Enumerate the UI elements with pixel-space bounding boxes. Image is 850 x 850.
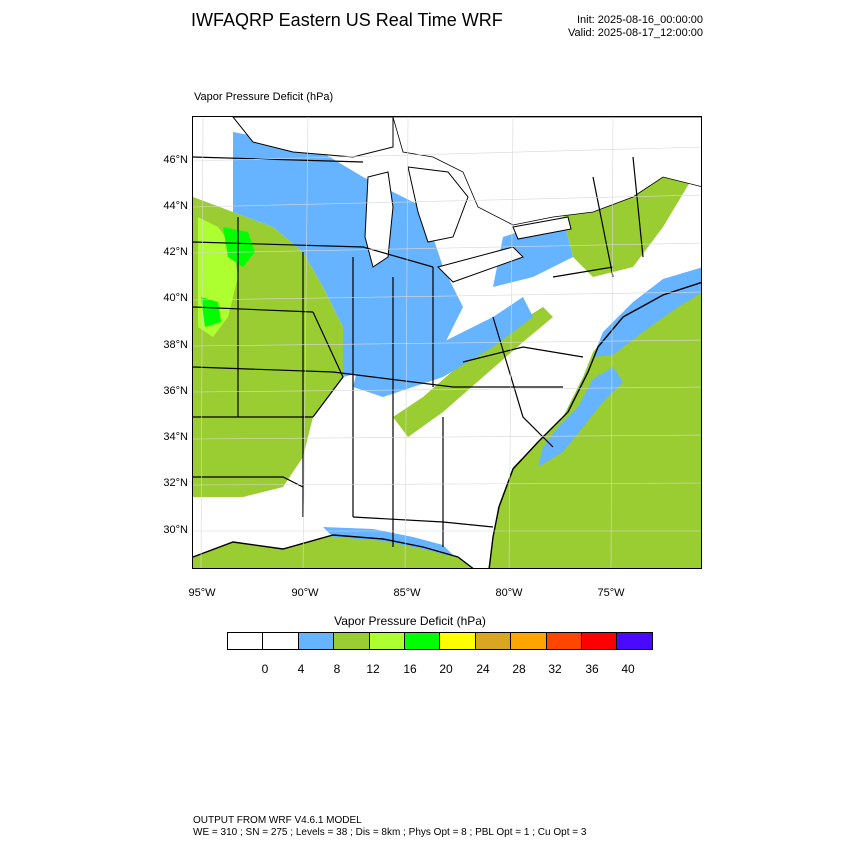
colorbar-tick-label: 0 [261,662,269,676]
map-panel [192,116,702,569]
lon-label: 80°W [495,587,523,599]
lat-label: 34°N [163,431,188,443]
colorbar-tick-label: 28 [512,662,526,676]
vpd-map [193,117,701,568]
colorbar-tick-label: 4 [297,662,305,676]
colorbar-swatch [580,632,618,650]
colorbar-tick-label: 24 [476,662,490,676]
colorbar-tick-label: 16 [403,662,417,676]
state-borders [193,156,644,547]
plains-lime-patch-2 [201,297,221,327]
lake-superior [232,117,394,158]
colorbar [227,632,653,650]
lat-label: 38°N [163,339,188,351]
colorbar-tick-label: 20 [439,662,453,676]
colorbar-swatch [403,632,441,650]
colorbar-tick-label: 12 [366,662,380,676]
midwest-blue-region [233,132,463,377]
lat-label: 44°N [163,200,188,212]
colorbar-swatch [616,632,653,650]
lat-label: 40°N [163,292,188,304]
page-title: IWFAQRP Eastern US Real Time WRF [191,10,503,30]
lake-ontario [512,216,572,240]
lon-label: 85°W [393,587,421,599]
graticule [193,117,701,568]
coastal-blue-band-2 [538,367,623,467]
lat-label: 42°N [163,246,188,258]
lake-huron [407,166,469,243]
colorbar-swatch [474,632,512,650]
gulf-blue-band [323,527,455,557]
colorbar-swatch [297,632,335,650]
model-info-line-2: WE = 310 ; SN = 275 ; Levels = 38 ; Dis … [193,827,587,838]
colorbar-swatch [333,632,370,650]
colorbar-tick-label: 32 [548,662,562,676]
coastal-blue-band [593,267,701,357]
ohio-valley-blue [353,297,533,397]
appalachian-green-band [393,307,553,437]
colorbar-tick-label: 36 [585,662,599,676]
canada-region [392,117,701,226]
colorbar-title: Vapor Pressure Deficit (hPa) [334,614,486,628]
lon-label: 75°W [597,587,625,599]
lon-label: 95°W [188,587,216,599]
valid-time: Valid: 2025-08-17_12:00:00 [568,27,703,39]
coastlines [193,281,701,568]
lat-label: 46°N [163,154,188,166]
field-title: Vapor Pressure Deficit (hPa) [194,91,334,103]
colorbar-tick-label: 40 [621,662,635,676]
northeast-green [563,147,693,277]
colorbar-swatch [368,632,405,650]
lat-label: 36°N [163,385,188,397]
colorbar-swatch [262,632,299,650]
lake-erie [437,246,524,283]
lake-michigan [364,171,394,268]
northeast-blue [493,217,573,287]
colorbar-tick-label: 8 [333,662,341,676]
colorbar-swatch [545,632,582,650]
colorbar-swatch [439,632,476,650]
colorbar-swatch [227,632,264,650]
plains-lime-patch [223,227,255,267]
atlantic-ocean [488,277,701,568]
model-info-line-1: OUTPUT FROM WRF V4.6.1 MODEL [193,815,362,826]
lat-label: 32°N [163,477,188,489]
lat-label: 30°N [163,524,188,536]
init-time: Init: 2025-08-16_00:00:00 [577,14,703,26]
colorbar-swatch [510,632,547,650]
lon-label: 90°W [291,587,319,599]
